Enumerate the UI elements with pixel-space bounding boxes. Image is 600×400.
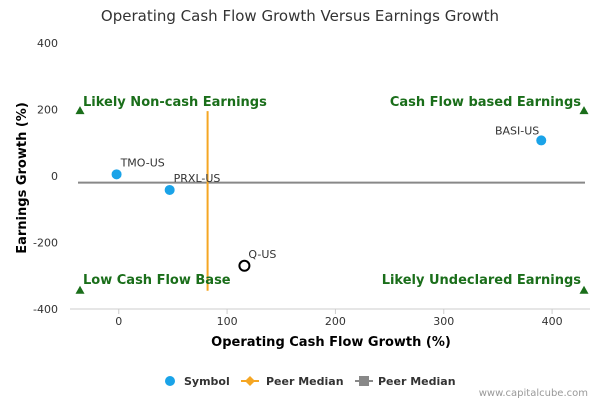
quadrant-label-bottom-right: Likely Undeclared Earnings [382, 273, 582, 288]
y-tick-label: -400 [33, 303, 58, 316]
data-point[interactable] [111, 169, 122, 180]
legend-symbol-marker [165, 376, 175, 386]
quadrant-labels: Likely Non-cash Earnings Cash Flow based… [83, 95, 581, 288]
y-tick-label: 400 [37, 37, 58, 50]
footer-credit: www.capitalcube.com [479, 388, 588, 399]
legend-peer-median-2-label: Peer Median [378, 375, 456, 388]
y-tick-label: -200 [33, 237, 58, 250]
x-tick-label: 300 [433, 315, 454, 328]
data-point[interactable] [536, 135, 547, 146]
data-point[interactable] [238, 259, 251, 272]
data-point-label: TMO-US [120, 156, 165, 169]
data-point-label: BASI-US [495, 124, 539, 137]
quadrant-marker-bottom-left [75, 285, 85, 294]
quadrant-marker-top-right [579, 106, 589, 115]
x-tick-label: 0 [115, 315, 122, 328]
quadrant-label-top-left: Likely Non-cash Earnings [83, 95, 267, 110]
data-point[interactable] [164, 184, 175, 195]
y-axis-title: Earnings Growth (%) [15, 102, 30, 254]
y-tick-label: 200 [37, 104, 58, 117]
quadrant-markers [75, 106, 589, 294]
legend: Symbol Peer Median Peer Median [165, 375, 456, 388]
y-tick-label: 0 [51, 170, 58, 183]
quadrant-label-top-right: Cash Flow based Earnings [390, 95, 581, 110]
legend-symbol-label: Symbol [184, 375, 230, 388]
data-points: TMO-US PRXL-US BASI-US Q-US [111, 124, 547, 272]
quadrant-label-bottom-left: Low Cash Flow Base [83, 273, 231, 288]
y-tick-labels: 400 200 0 -200 -400 [33, 37, 58, 316]
chart-title: Operating Cash Flow Growth Versus Earnin… [101, 7, 499, 25]
x-tick-label: 200 [325, 315, 346, 328]
legend-peer-median-diamond [245, 376, 255, 386]
x-tick-label: 100 [217, 315, 238, 328]
legend-peer-median-2-square [359, 376, 369, 386]
quadrant-marker-top-left [75, 106, 85, 115]
quadrant-marker-bottom-right [579, 285, 589, 294]
x-axis-title: Operating Cash Flow Growth (%) [211, 335, 451, 350]
x-tick-labels: 0 100 200 300 400 [115, 309, 563, 328]
data-point-label: Q-US [248, 248, 276, 261]
data-point-label: PRXL-US [174, 172, 221, 185]
legend-peer-median-label: Peer Median [266, 375, 344, 388]
x-tick-label: 400 [542, 315, 563, 328]
